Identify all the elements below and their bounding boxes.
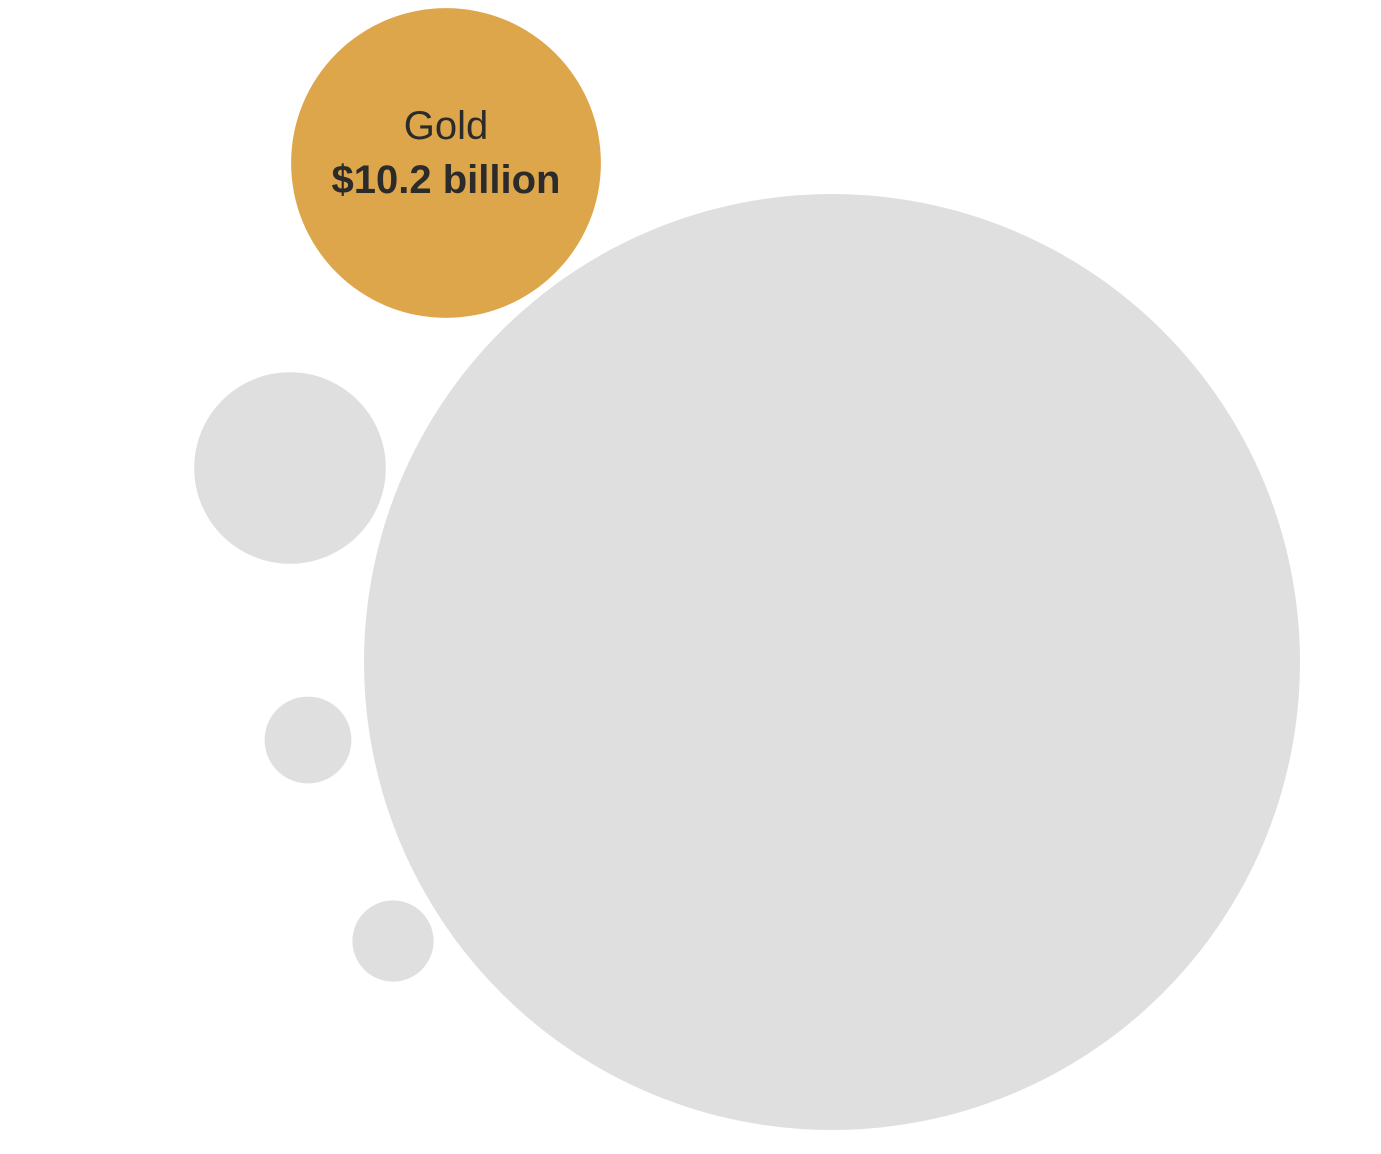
bubble-value-label: $10.2 billion xyxy=(332,158,561,202)
bubble-0: Gold $10.2 billion xyxy=(291,8,601,318)
bubble-1 xyxy=(364,194,1300,1130)
bubble-3 xyxy=(264,696,352,784)
bubble-circle-2 xyxy=(194,372,386,564)
bubble-name-label: Gold xyxy=(404,104,489,148)
bubble-circle-3 xyxy=(264,696,352,784)
bubble-4 xyxy=(352,900,434,982)
bubble-circle-4 xyxy=(352,900,434,982)
bubble-circle-1 xyxy=(364,194,1300,1130)
bubble-2 xyxy=(194,372,386,564)
bubble-circle-0 xyxy=(291,8,601,318)
